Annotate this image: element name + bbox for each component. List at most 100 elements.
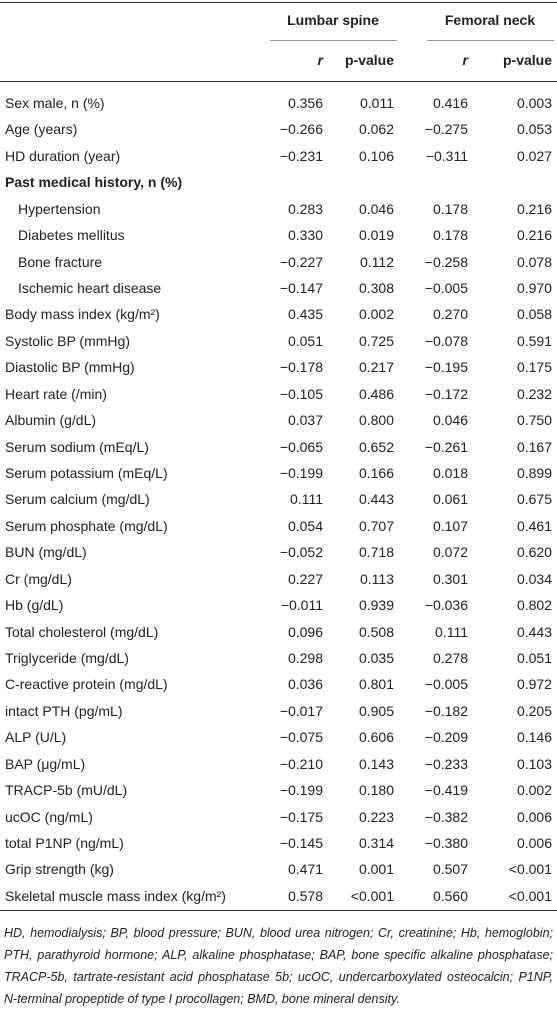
row-label: Bone fracture [18, 253, 103, 270]
cell: 0.011 [360, 95, 394, 111]
cell: <0.001 [350, 887, 394, 904]
cell: 0.314 [358, 835, 394, 852]
cell: 0.113 [360, 570, 394, 587]
cell: 0.461 [516, 517, 552, 534]
cell: −0.380 [424, 835, 468, 852]
cell: −0.199 [279, 465, 323, 482]
cell: 0.899 [516, 465, 552, 482]
cell: 0.035 [358, 650, 394, 667]
cell: 0.019 [358, 227, 394, 244]
cell: 0.620 [516, 544, 552, 561]
cell: −0.075 [279, 729, 323, 746]
row-label: total P1NP (ng/mL) [5, 835, 124, 852]
cell: 0.175 [516, 359, 552, 376]
cell: −0.275 [424, 121, 468, 138]
cell: 0.062 [358, 121, 394, 138]
cell: 0.146 [516, 729, 552, 746]
cell: 0.416 [432, 95, 468, 111]
row-label: Serum sodium (mEq/L) [5, 438, 149, 455]
cell: −0.419 [424, 782, 468, 799]
row-label: Hypertension [18, 200, 101, 217]
row-label: TRACP-5b (mU/dL) [5, 782, 128, 799]
cell: −0.178 [279, 359, 323, 376]
cell: 0.486 [358, 385, 394, 402]
cell: 0.027 [516, 147, 552, 164]
cell: 0.606 [358, 729, 394, 746]
row-label: Systolic BP (mmHg) [5, 332, 130, 349]
row-label: Diastolic BP (mmHg) [5, 359, 135, 376]
row-label: Serum phosphate (mg/dL) [5, 517, 168, 534]
cell: 0.330 [287, 227, 323, 244]
cell: 0.106 [358, 147, 394, 164]
cell: −0.261 [424, 438, 468, 455]
cell: 0.675 [516, 491, 552, 508]
cell: 0.051 [516, 650, 552, 667]
cell: 0.078 [516, 253, 552, 270]
cell: −0.175 [279, 808, 323, 825]
cell: 0.725 [358, 332, 394, 349]
cell: −0.052 [279, 544, 323, 561]
cell: −0.209 [424, 729, 468, 746]
column-header: r [462, 52, 468, 68]
cell: −0.266 [279, 121, 323, 138]
row-label: BUN (mg/dL) [5, 544, 87, 561]
cell: −0.227 [279, 253, 323, 270]
row-label: C-reactive protein (mg/dL) [5, 676, 168, 693]
cell: −0.011 [280, 597, 323, 614]
cell: 0.046 [358, 200, 394, 217]
cell: 0.167 [516, 438, 552, 455]
cell: 0.718 [358, 544, 394, 561]
top-rule [0, 2, 557, 3]
cell: 0.591 [516, 332, 552, 349]
cell: 0.301 [432, 570, 468, 587]
cell: 0.178 [432, 200, 468, 217]
row-label: Heart rate (/min) [5, 385, 107, 402]
cell: 0.800 [358, 412, 394, 429]
row-label: Hb (g/dL) [5, 597, 64, 614]
cell: 0.003 [516, 95, 552, 111]
group-rule [427, 40, 554, 41]
cell: −0.382 [424, 808, 468, 825]
cell: −0.005 [424, 280, 468, 296]
cell: 0.103 [516, 755, 552, 772]
cell: −0.311 [425, 147, 468, 164]
cell: −0.005 [424, 676, 468, 693]
cell: 0.443 [358, 491, 394, 508]
row-label: Grip strength (kg) [5, 861, 114, 878]
cell: 0.178 [432, 227, 468, 244]
cell: −0.036 [424, 597, 468, 614]
cell: 0.053 [516, 121, 552, 138]
row-label: Age (years) [5, 121, 78, 138]
cell: −0.195 [424, 359, 468, 376]
cell: 0.232 [516, 385, 552, 402]
cell: 0.072 [432, 544, 468, 561]
row-label: HD duration (year) [5, 147, 121, 164]
row-label: Serum potassium (mEq/L) [5, 465, 168, 482]
column-header: r [317, 52, 323, 68]
cell: 0.111 [290, 491, 323, 508]
footnote: HD, hemodialysis; BP, blood pressure; BU… [4, 926, 553, 1006]
cell: 0.018 [432, 465, 468, 482]
cell: −0.210 [279, 755, 323, 772]
cell: 0.471 [287, 861, 323, 878]
cell: 0.143 [358, 755, 394, 772]
cell: 0.972 [516, 676, 552, 693]
cell: 0.223 [358, 808, 394, 825]
cell: 0.205 [516, 702, 552, 719]
column-header: p-value [502, 52, 552, 68]
cell: 0.801 [358, 676, 394, 693]
cell: 0.046 [432, 412, 468, 429]
cell: −0.258 [424, 253, 468, 270]
cell: 0.560 [432, 887, 468, 904]
cell: 0.216 [516, 200, 552, 217]
column-header: p-value [344, 52, 394, 68]
cell: 0.216 [516, 227, 552, 244]
header-rule [0, 81, 557, 82]
cell: 0.036 [287, 676, 323, 693]
cell: 0.707 [358, 517, 394, 534]
cell: −0.017 [279, 702, 323, 719]
row-label: Sex male, n (%) [5, 95, 105, 111]
row-label: Total cholesterol (mg/dL) [5, 623, 159, 640]
bottom-rule [0, 910, 557, 911]
cell: 0.002 [516, 782, 552, 799]
